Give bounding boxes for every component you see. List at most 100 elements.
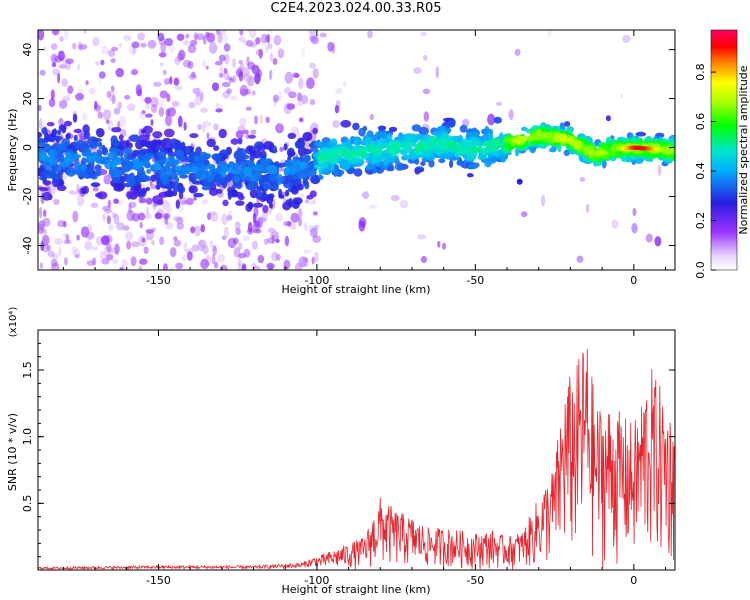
spectrogram-cell: [54, 237, 64, 245]
spectrogram-frame: [37, 29, 676, 271]
spectrogram-cell: [241, 263, 247, 270]
x-tick-label: 0: [630, 574, 637, 587]
spectrogram-cell: [228, 77, 234, 84]
spectrogram-cell: [227, 76, 233, 81]
spectrogram-cell: [222, 90, 230, 99]
spectrogram-cell: [226, 167, 234, 172]
spectrogram-cell: [124, 94, 131, 100]
spectrogram-cell: [516, 178, 523, 185]
spectrogram-cell: [185, 145, 191, 155]
spectrogram-cell: [39, 206, 43, 219]
spectrogram-cell: [38, 131, 43, 139]
figure-title: C2E4.2023.024.00.33.R05: [270, 1, 442, 16]
spectrogram-cell: [58, 143, 68, 151]
spectrogram-cell: [202, 59, 206, 68]
spectrogram-cell: [153, 81, 162, 87]
x-tick-label: -50: [466, 274, 484, 287]
spectrogram-cell: [183, 121, 187, 131]
spectrogram-cell: [162, 263, 168, 270]
spectrogram-cell: [239, 84, 248, 97]
spectrogram-cell: [154, 212, 163, 220]
spectrogram-cell: [366, 163, 376, 170]
spectrogram-cell: [619, 93, 624, 99]
spectrogram-cell: [147, 39, 157, 49]
spectrogram-cell: [213, 145, 220, 151]
spectrogram-cell: [76, 194, 85, 207]
spectrogram-cell: [254, 72, 261, 85]
spectrogram-cell: [300, 48, 306, 58]
spectrogram-cell: [126, 159, 131, 165]
colorbar-tick-label: 0.2: [694, 212, 707, 230]
spectrogram-cell: [162, 69, 167, 75]
spectrogram-cell: [88, 88, 96, 95]
spectrogram-cell: [306, 77, 315, 89]
spectrogram-cell: [322, 166, 330, 174]
y-tick-label: 20: [21, 92, 34, 106]
spectrogram-cell: [202, 245, 209, 255]
spectrogram-cell: [190, 165, 200, 173]
spectrogram-cell: [437, 240, 441, 248]
spectrogram-cell: [169, 76, 173, 85]
spectrogram-cell: [404, 142, 415, 148]
spectrogram-cell: [38, 104, 42, 112]
spectrogram-cell: [127, 103, 136, 112]
spectrogram-cell: [392, 142, 402, 151]
spectrogram-cell: [57, 118, 64, 126]
spectrogram-cell: [190, 226, 196, 234]
spectrogram-cell: [96, 128, 105, 138]
spectrogram-cell: [73, 129, 82, 133]
spectrogram-cell: [380, 156, 390, 161]
spectrogram-cell: [145, 213, 152, 220]
spectrogram-cell: [111, 159, 117, 170]
spectrogram-cell: [206, 132, 210, 139]
spectrogram-cell: [233, 176, 241, 183]
spectrogram-cell: [176, 216, 184, 225]
spectrogram-cell: [63, 157, 71, 164]
spectrogram-cell: [107, 151, 118, 161]
spectrogram-cell: [306, 194, 314, 200]
spectrogram-cell: [287, 220, 292, 227]
spectrogram-cell: [390, 194, 400, 202]
spectrogram-cell: [262, 205, 269, 214]
spectrogram-cell: [521, 211, 528, 218]
spectrogram-cell: [272, 145, 277, 154]
spectrogram-cell: [182, 59, 191, 68]
spectrogram-cell: [191, 179, 197, 185]
spectrogram-cell: [414, 143, 423, 152]
spectrogram-cell: [442, 242, 446, 250]
spectrogram-cell: [122, 225, 130, 231]
spectrogram-cell: [88, 143, 98, 149]
colorbar-axis: 0.0 0.2 0.4 0.6 0.8: [694, 63, 716, 279]
spectrogram-cell: [226, 88, 232, 95]
spectrogram-cell: [233, 247, 241, 258]
spectrogram-cell: [53, 128, 57, 137]
spectrogram-cell: [145, 197, 153, 205]
spectrogram-cell: [230, 169, 242, 175]
spectrogram-cell: [42, 162, 47, 167]
spectrogram-cell: [111, 46, 119, 52]
spectrogram-cell: [193, 192, 204, 198]
spectrogram-cell: [173, 236, 178, 241]
spectrogram-cell: [72, 210, 79, 223]
spectrogram-cell: [487, 113, 496, 126]
spectrogram-cell: [256, 187, 261, 195]
spectrogram-cell: [58, 246, 62, 258]
spectrogram-cell: [192, 87, 201, 95]
spectrogram-cell: [193, 32, 198, 41]
spectrogram-cell: [199, 165, 208, 171]
spectrogram-cell: [188, 101, 196, 109]
spectrogram-cell: [298, 77, 304, 89]
spectrogram-cell: [188, 185, 198, 194]
spectrogram-cell: [111, 94, 116, 105]
spectrogram-cell: [269, 52, 274, 62]
spectrogram-cell: [420, 31, 427, 37]
spectrogram-cell: [115, 67, 124, 78]
spectrogram-cell: [106, 254, 114, 261]
spectrogram-cell: [128, 203, 132, 215]
spectrogram-cell: [304, 221, 308, 232]
spectrogram-cell: [420, 161, 426, 167]
spectrogram-cell: [418, 126, 429, 136]
spectrogram-cell: [121, 258, 128, 267]
spectrogram-cell: [309, 35, 318, 42]
spectrogram-cell: [58, 124, 67, 132]
